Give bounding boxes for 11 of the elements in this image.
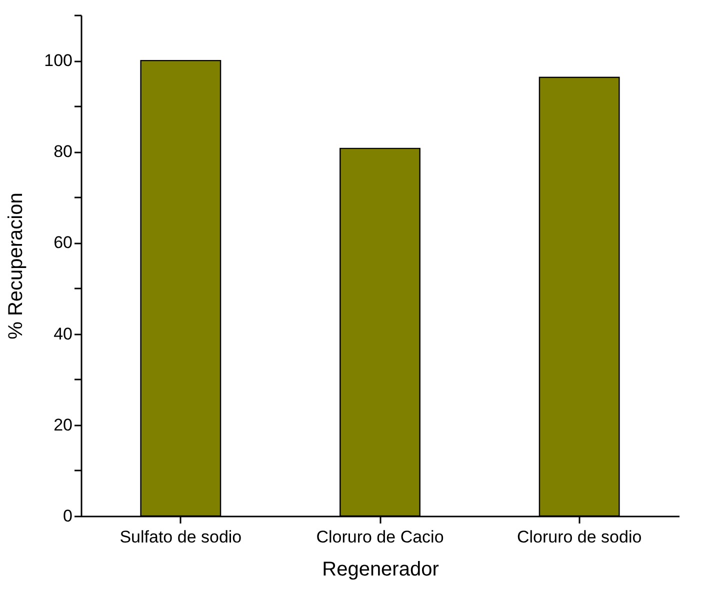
y-tick-label: 60 [54, 233, 72, 252]
y-axis-title: % Recuperacion [5, 192, 28, 340]
y-tick-label: 40 [54, 324, 72, 344]
x-tick-label: Sulfato de sodio [120, 528, 242, 546]
x-axis-title: Regenerador [322, 558, 440, 580]
x-tick-label: Cloruro de Cacio [316, 528, 444, 546]
y-tick-label: 80 [54, 142, 72, 162]
y-tick-label: 100 [44, 51, 72, 70]
y-tick-label: 20 [54, 415, 72, 434]
y-tick-label: 0 [63, 506, 72, 526]
x-tick-label: Cloruro de sodio [516, 528, 642, 546]
